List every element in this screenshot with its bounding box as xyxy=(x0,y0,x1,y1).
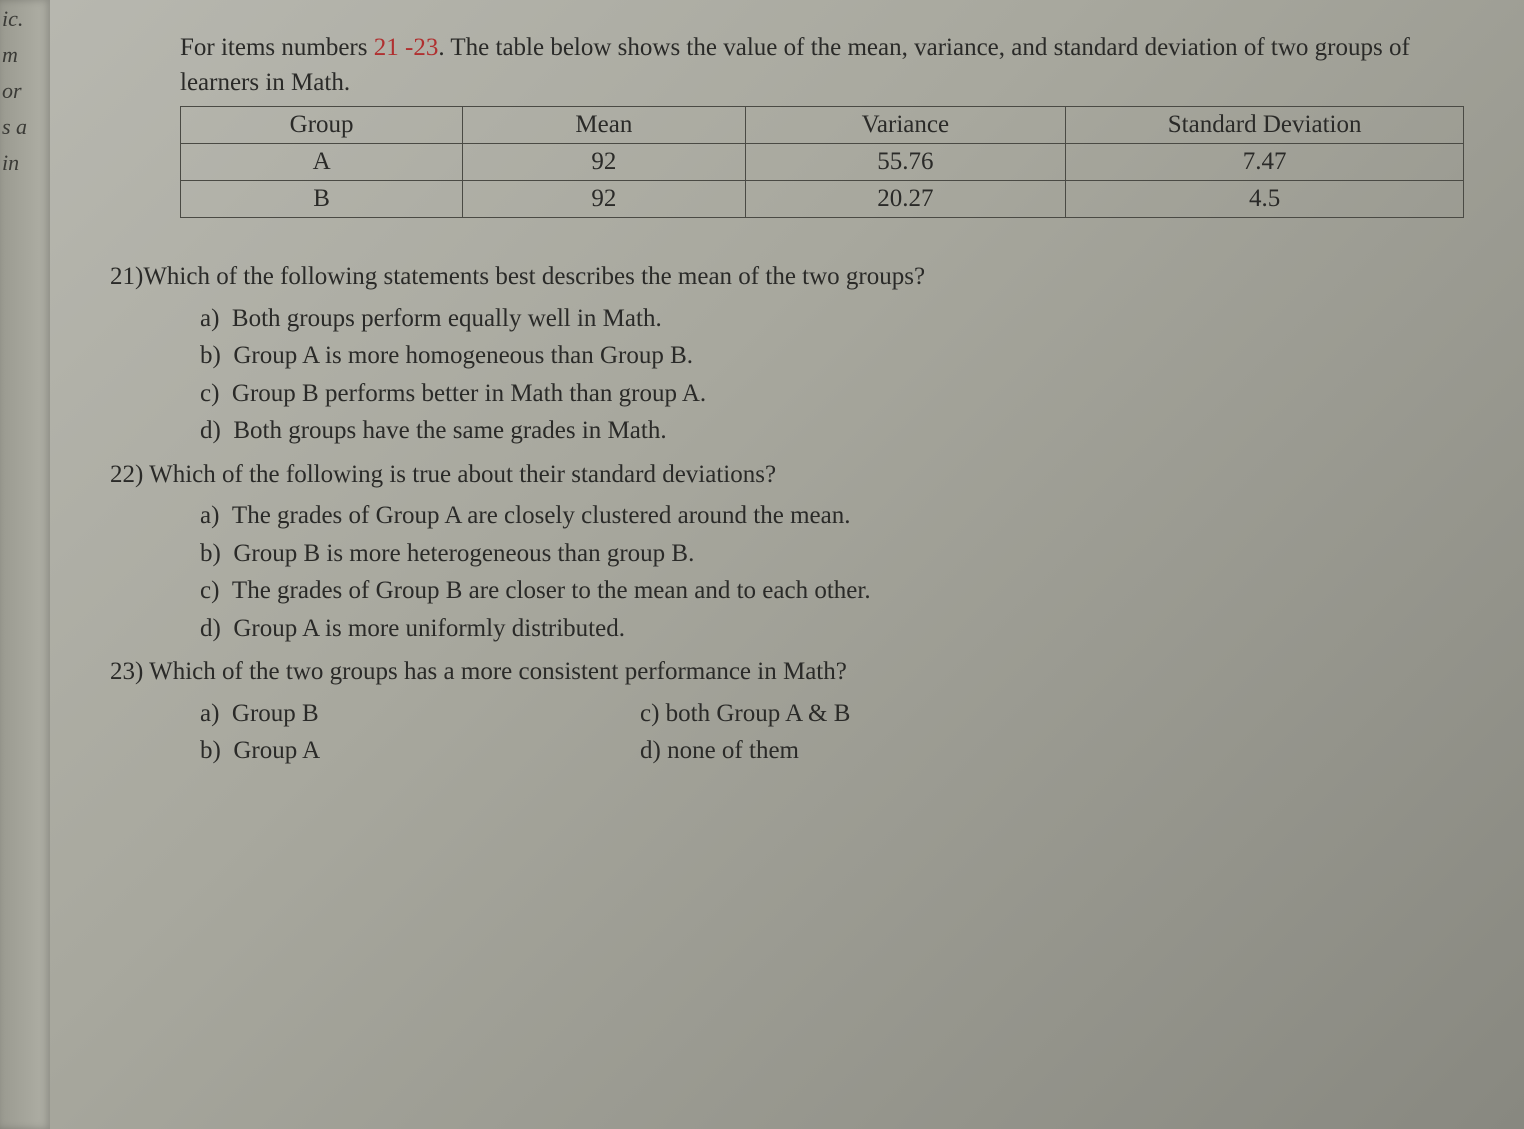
intro-range: 21 -23 xyxy=(374,34,439,61)
option-d: d) Group A is more uniformly distributed… xyxy=(200,610,1464,648)
table-row: B 92 20.27 4.5 xyxy=(181,181,1464,218)
cell: 55.76 xyxy=(745,144,1066,181)
col-variance: Variance xyxy=(745,107,1066,144)
option-b: b) Group A xyxy=(200,732,320,770)
option-b: b) Group B is more heterogeneous than gr… xyxy=(200,535,1464,573)
page-left-edge: ic. m or s a in xyxy=(0,0,50,1129)
question-22: 22) Which of the following is true about… xyxy=(180,456,1464,648)
question-text: 22) Which of the following is true about… xyxy=(110,456,1464,494)
option-a: a) Both groups perform equally well in M… xyxy=(200,300,1464,338)
cell: 20.27 xyxy=(745,181,1066,218)
cell: 92 xyxy=(463,144,745,181)
options-right-col: c) both Group A & B d) none of them xyxy=(640,695,1464,770)
edge-fragment: s a xyxy=(2,114,27,140)
col-mean: Mean xyxy=(463,107,745,144)
intro-prefix: For items numbers xyxy=(180,34,374,61)
question-text: 21)Which of the following statements bes… xyxy=(110,258,1464,296)
table-row: A 92 55.76 7.47 xyxy=(181,144,1464,181)
option-c: c) Group B performs better in Math than … xyxy=(200,375,1464,413)
edge-fragment: in xyxy=(2,150,19,176)
cell: 7.47 xyxy=(1066,144,1464,181)
edge-fragment: m xyxy=(2,42,18,68)
col-group: Group xyxy=(181,107,463,144)
edge-fragment: ic. xyxy=(2,6,23,32)
option-a: a) The grades of Group A are closely clu… xyxy=(200,497,1464,535)
question-21: 21)Which of the following statements bes… xyxy=(180,258,1464,450)
page-content: For items numbers 21 -23. The table belo… xyxy=(0,0,1524,816)
table-header-row: Group Mean Variance Standard Deviation xyxy=(181,107,1464,144)
question-text: 23) Which of the two groups has a more c… xyxy=(110,653,1464,691)
stats-table: Group Mean Variance Standard Deviation A… xyxy=(180,106,1464,218)
options-two-col: a) Group B b) Group A c) both Group A & … xyxy=(200,695,1464,770)
question-body: Which of the following statements best d… xyxy=(143,263,925,290)
cell: A xyxy=(181,144,463,181)
col-stddev: Standard Deviation xyxy=(1066,107,1464,144)
question-number: 21) xyxy=(110,263,143,290)
intro-text: For items numbers 21 -23. The table belo… xyxy=(180,30,1464,100)
question-number: 22) xyxy=(110,461,143,488)
option-b: b) Group A is more homogeneous than Grou… xyxy=(200,337,1464,375)
option-a: a) Group B xyxy=(200,695,319,733)
question-number: 23) xyxy=(110,658,143,685)
question-body: Which of the following is true about the… xyxy=(149,461,776,488)
option-c: c) both Group A & B xyxy=(640,695,850,733)
question-23: 23) Which of the two groups has a more c… xyxy=(180,653,1464,770)
option-d: d) none of them xyxy=(640,732,799,770)
cell: 4.5 xyxy=(1066,181,1464,218)
question-body: Which of the two groups has a more consi… xyxy=(149,658,847,685)
option-c: c) The grades of Group B are closer to t… xyxy=(200,572,1464,610)
edge-fragment: or xyxy=(2,78,22,104)
cell: B xyxy=(181,181,463,218)
option-d: d) Both groups have the same grades in M… xyxy=(200,412,1464,450)
cell: 92 xyxy=(463,181,745,218)
options-left-col: a) Group B b) Group A xyxy=(200,695,640,770)
